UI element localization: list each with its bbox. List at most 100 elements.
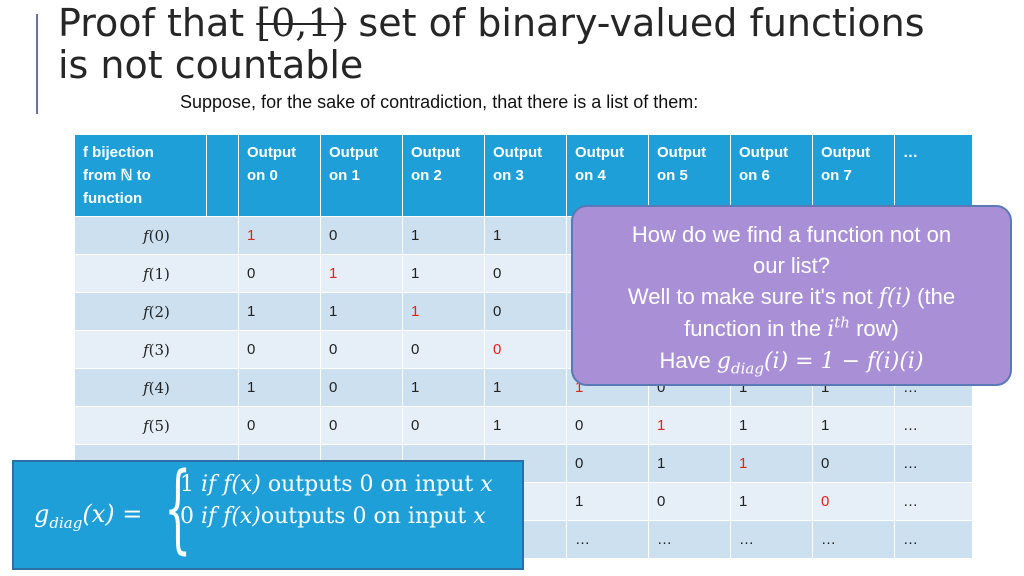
table-cell: 0 [238,254,321,293]
row-label-fn: f [143,416,149,435]
header-output-label: Output [739,144,789,161]
header-output-label: Output [657,144,707,161]
header-output-sub: on 7 [821,167,852,184]
table-cell: 1 [484,216,567,255]
header-output-label: Output [493,144,543,161]
table-cell: … [894,444,973,483]
explanation-callout: How do we find a function not on our lis… [571,205,1012,386]
table-cell: 1 [648,444,731,483]
case2-val: 0 [180,504,201,529]
table-cell: … [894,406,973,445]
table-cell: 0 [238,406,321,445]
header-blank [206,134,239,217]
table-cell: 1 [812,406,895,445]
formula-lhs: gdiag(x) = [34,500,142,530]
table-cell: 0 [812,482,895,521]
header-output-label: Output [329,144,379,161]
title-accent-bar [36,14,38,114]
slide-title: Proof that [0,1) set of binary-valued fu… [58,2,1018,86]
table-cell: … [730,520,813,559]
table-cell: 0 [320,368,403,407]
table-cell: 1 [730,482,813,521]
callout-l4-suffix: row) [849,316,899,341]
table-cell: … [566,520,649,559]
header-bijection-l1: f bijection [83,144,154,161]
header-output-7: Output on 7 [812,134,895,217]
table-cell: 0 [484,330,567,369]
table-cell: 0 [566,406,649,445]
header-output-4: Output on 4 [566,134,649,217]
row-label-arg: (3) [148,340,170,359]
table-cell: 0 [484,292,567,331]
table-row: f(5) 0 0 0 1 0 1 1 1… [74,406,973,445]
header-bijection: f bijection from ℕ to function [74,134,207,217]
callout-l3-prefix: Well to make sure it's not [627,284,879,309]
row-label: f(1) [74,254,239,293]
case1-if: if f(x) [201,472,261,497]
table-cell: 1 [402,216,485,255]
header-output-sub: on 1 [329,167,360,184]
row-label-arg: (4) [148,378,170,397]
table-cell: … [894,482,973,521]
table-cell: 1 [238,292,321,331]
header-output-sub: on 6 [739,167,770,184]
table-cell: 0 [320,216,403,255]
table-cell: 0 [812,444,895,483]
table-cell: 1 [730,444,813,483]
callout-line-3: Well to make sure it's not f(i) (the [573,281,1010,313]
row-label-arg: (1) [148,264,170,283]
row-label-arg: (5) [148,416,170,435]
header-output-label: Output [821,144,871,161]
row-label: f(2) [74,292,239,331]
table-cell: 0 [320,330,403,369]
table-cell: 1 [484,406,567,445]
title-prefix: Proof that [58,1,257,45]
slide-subtitle: Suppose, for the sake of contradiction, … [180,92,699,112]
header-output-label: Output [411,144,461,161]
table-cell: … [648,520,731,559]
title-strikethrough: [0,1) [256,1,347,45]
table-cell: 0 [402,406,485,445]
table-cell: 1 [648,406,731,445]
table-cell: 1 [402,254,485,293]
header-output-5: Output on 5 [648,134,731,217]
table-cell: 1 [484,368,567,407]
callout-l5-fn: g [716,349,732,374]
callout-l3-math: f(i) [878,285,912,310]
callout-l4-prefix: function in the [684,316,828,341]
table-cell: 1 [238,216,321,255]
callout-l5-sub: diag [731,359,764,378]
callout-line-4: function in the ith row) [573,313,1010,345]
case1-var: x [480,472,493,497]
table-cell: 1 [320,292,403,331]
row-label: f(5) [74,406,239,445]
table-cell: … [812,520,895,559]
header-output-sub: on 2 [411,167,442,184]
callout-line-2: our list? [752,253,831,278]
table-cell: 0 [648,482,731,521]
case1-val: 1 [180,472,201,497]
case2-var: x [473,504,486,529]
row-label: f(4) [74,368,239,407]
row-label-arg: (2) [148,302,170,321]
header-output-2: Output on 2 [402,134,485,217]
header-bijection-l2: from ℕ to [83,167,151,184]
gdiag-definition-box: gdiag(x) = { 1 if f(x) outputs 0 on inpu… [12,458,524,570]
table-cell: 0 [402,330,485,369]
row-label-fn: f [143,302,149,321]
table-cell: 0 [566,444,649,483]
formula-case-2: 0 if f(x)outputs 0 on input x [180,504,486,529]
table-cell: 1 [402,368,485,407]
title-suffix: set of binary-valued functions [346,1,925,45]
row-label-fn: f [143,340,149,359]
table-cell: 1 [238,368,321,407]
callout-l4-sup: th [834,313,850,332]
case2-text: outputs 0 on input [260,504,474,529]
formula-lhs-sub: diag [49,513,83,532]
callout-l4-math: i [827,317,835,342]
header-output-label: Output [575,144,625,161]
header-ellipsis: … [894,134,973,217]
table-cell: 1 [566,482,649,521]
row-label: f(0) [74,216,239,255]
header-output-3: Output on 3 [484,134,567,217]
